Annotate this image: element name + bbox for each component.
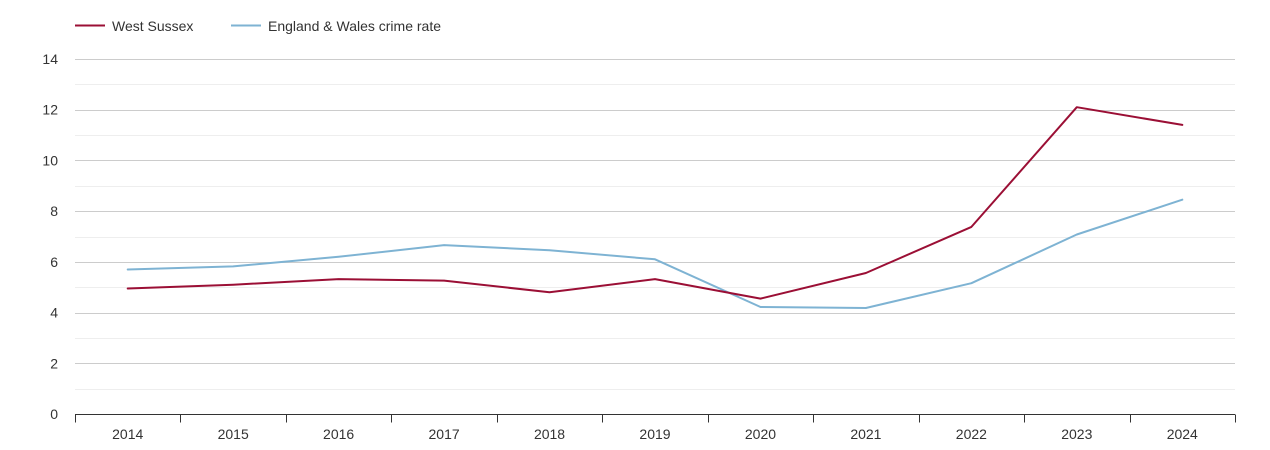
data-point xyxy=(549,291,551,293)
y-tick-label: 8 xyxy=(50,203,58,219)
data-point xyxy=(1076,106,1078,108)
data-point xyxy=(1181,124,1183,126)
data-point xyxy=(549,249,551,251)
data-point xyxy=(443,244,445,246)
legend-label-0: West Sussex xyxy=(112,18,193,34)
y-tick-label: 12 xyxy=(42,102,58,118)
data-point xyxy=(443,280,445,282)
x-tick-label: 2019 xyxy=(639,426,670,442)
data-point xyxy=(654,278,656,280)
x-tick-label: 2023 xyxy=(1061,426,1092,442)
x-tick-label: 2021 xyxy=(850,426,881,442)
series-line-0 xyxy=(126,106,1184,300)
legend: West Sussex England & Wales crime rate xyxy=(75,18,441,34)
y-tick-label: 6 xyxy=(50,254,58,270)
x-tick-label: 2020 xyxy=(745,426,776,442)
data-point xyxy=(865,272,867,274)
grid-layer xyxy=(75,59,1235,390)
legend-label-1: England & Wales crime rate xyxy=(268,18,441,34)
data-point xyxy=(1076,233,1078,235)
x-tick-label: 2022 xyxy=(956,426,987,442)
data-point xyxy=(970,226,972,228)
series-layer xyxy=(126,106,1184,309)
data-point xyxy=(232,265,234,267)
data-point xyxy=(338,278,340,280)
x-tick-label: 2014 xyxy=(112,426,143,442)
data-point xyxy=(127,287,129,289)
y-tick-label: 4 xyxy=(50,305,58,321)
data-point xyxy=(970,282,972,284)
x-tick-label: 2015 xyxy=(218,426,249,442)
x-tick-label: 2024 xyxy=(1167,426,1198,442)
data-point xyxy=(127,268,129,270)
data-point xyxy=(654,258,656,260)
data-point xyxy=(865,307,867,309)
x-tick-label: 2017 xyxy=(429,426,460,442)
data-point xyxy=(232,284,234,286)
data-point xyxy=(759,306,761,308)
x-tick-label: 2018 xyxy=(534,426,565,442)
y-tick-label: 14 xyxy=(42,51,58,67)
data-point xyxy=(1181,199,1183,201)
y-tick-label: 10 xyxy=(42,152,58,168)
series-line-1 xyxy=(126,198,1184,309)
data-point xyxy=(759,298,761,300)
y-tick-label: 0 xyxy=(50,406,58,422)
x-tick-label: 2016 xyxy=(323,426,354,442)
axis-layer: 0 2 4 6 8 10 12 14 2014 2015 2016 2017 2018 2019 2020 2… xyxy=(42,51,1236,442)
data-point xyxy=(338,256,340,258)
y-tick-label: 2 xyxy=(50,355,58,371)
